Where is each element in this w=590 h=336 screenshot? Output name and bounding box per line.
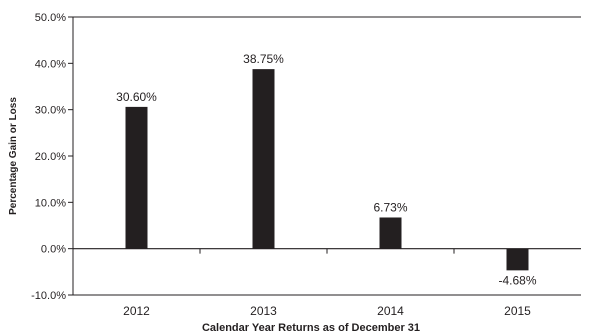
data-label-2012: 30.60% [116, 90, 157, 104]
bar-2012 [125, 106, 148, 249]
y-tick-label: 20.0% [35, 151, 66, 163]
bar-2014 [379, 217, 402, 249]
y-tick-label: 30.0% [35, 105, 66, 117]
data-labels: 30.60% 38.75% 6.73% -4.68% [116, 52, 537, 287]
bar-2015 [506, 248, 529, 271]
y-tick-label: 50.0% [35, 12, 66, 24]
x-tick-label: 2015 [504, 304, 531, 318]
bar-2013 [252, 69, 275, 249]
y-tick-label: -10.0% [31, 290, 66, 302]
data-label-2013: 38.75% [243, 52, 284, 66]
x-axis-title: Calendar Year Returns as of December 31 [202, 322, 420, 334]
data-label-2015: -4.68% [498, 273, 536, 287]
x-tick-label: 2012 [123, 304, 150, 318]
x-tick-label: 2014 [377, 304, 404, 318]
bars [125, 69, 529, 271]
y-axis-ticks: 50.0% 40.0% 30.0% 20.0% 10.0% 0.0% -10.0% [31, 12, 73, 302]
y-tick-label: 0.0% [41, 244, 66, 256]
y-axis-title: Percentage Gain or Loss [8, 97, 19, 215]
y-tick-label: 10.0% [35, 197, 66, 209]
x-axis-ticks: 2012 2013 2014 2015 [123, 248, 531, 318]
y-tick-label: 40.0% [35, 58, 66, 70]
data-label-2014: 6.73% [373, 200, 407, 214]
x-tick-label: 2013 [250, 304, 277, 318]
